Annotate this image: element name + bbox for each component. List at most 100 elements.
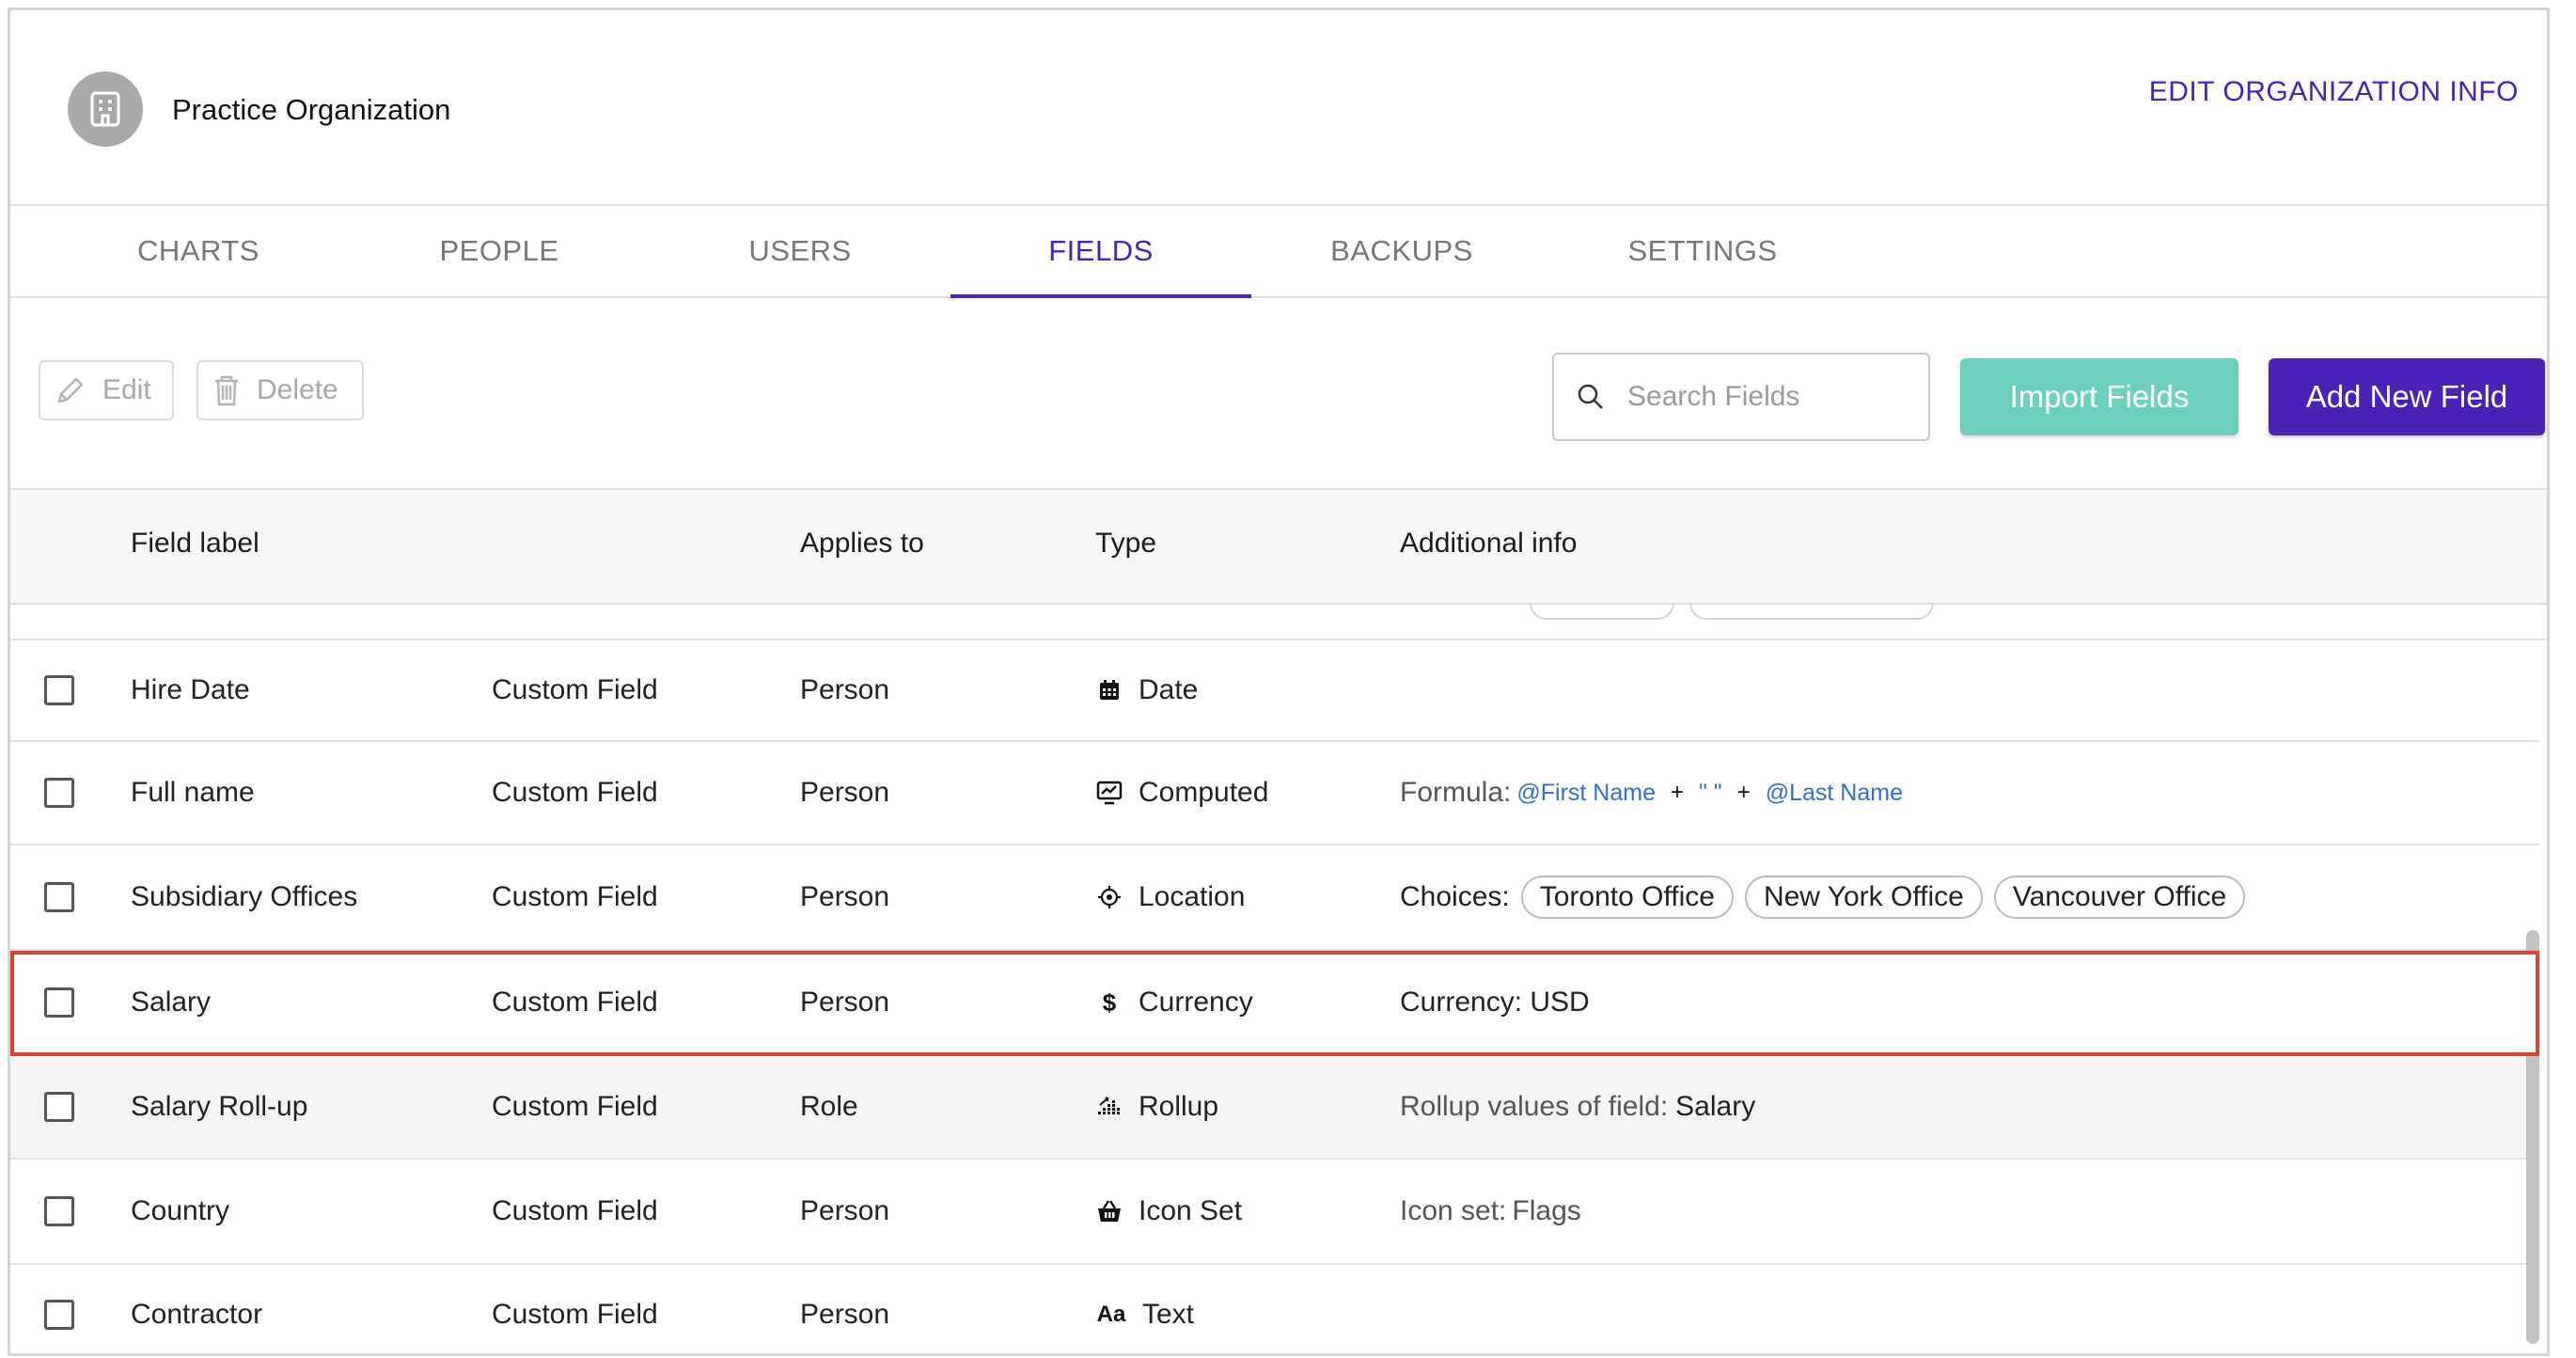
row-checkbox[interactable] bbox=[44, 1300, 74, 1330]
field-type-label: Computed bbox=[1139, 777, 1269, 808]
table-header: Field label Applies to Type Additional i… bbox=[10, 488, 2547, 605]
applies-to: Person bbox=[800, 1195, 890, 1226]
tab-fields[interactable]: FIELDS bbox=[950, 206, 1251, 298]
choice-chip: Vancouver Office bbox=[1993, 876, 2246, 919]
row-checkbox[interactable] bbox=[44, 1196, 74, 1226]
tab-backups[interactable]: BACKUPS bbox=[1330, 234, 1473, 267]
field-label: Salary Roll-up bbox=[131, 1091, 308, 1122]
delete-button-label: Delete bbox=[257, 374, 338, 405]
tab-settings[interactable]: SETTINGS bbox=[1627, 234, 1778, 267]
app-window: Practice Organization EDIT ORGANIZATION … bbox=[8, 8, 2550, 1356]
dollar-icon: $ bbox=[1102, 987, 1117, 1017]
table-row[interactable]: Hire Date Custom Field Person Date bbox=[10, 640, 2539, 742]
formula-token: @First Name bbox=[1516, 779, 1656, 806]
applies-to: Person bbox=[800, 674, 890, 705]
formula-operator: + bbox=[1736, 780, 1751, 805]
field-category: Custom Field bbox=[492, 674, 658, 705]
tab-people[interactable]: PEOPLE bbox=[439, 234, 559, 267]
table-row-highlighted[interactable]: Salary Custom Field Person $ Currency Cu… bbox=[10, 951, 2539, 1056]
additional-info: Choices: Toronto Office New York Office … bbox=[1400, 845, 2256, 949]
search-icon bbox=[1578, 384, 1603, 409]
tab-bar: CHARTS PEOPLE USERS FIELDS BACKUPS SETTI… bbox=[10, 206, 2547, 298]
header-type[interactable]: Type bbox=[1095, 528, 1157, 559]
computed-icon bbox=[1095, 781, 1123, 805]
edit-button[interactable]: Edit bbox=[39, 360, 174, 420]
additional-info: Currency: USD bbox=[1400, 987, 1590, 1018]
edit-organization-link[interactable]: EDIT ORGANIZATION INFO bbox=[2148, 76, 2519, 107]
trash-icon bbox=[215, 375, 238, 406]
import-fields-button[interactable]: Import Fields bbox=[1960, 358, 2238, 435]
field-category: Custom Field bbox=[492, 1091, 658, 1122]
table-row[interactable]: Country Custom Field Person Icon Set Ico… bbox=[10, 1160, 2539, 1265]
table-row[interactable]: Subsidiary Offices Custom Field Person L… bbox=[10, 845, 2539, 951]
org-name: Practice Organization bbox=[172, 93, 451, 126]
choice-chip: New York Office bbox=[1744, 876, 1983, 919]
applies-to: Person bbox=[800, 777, 890, 808]
row-checkbox[interactable] bbox=[44, 987, 74, 1018]
partial-row bbox=[10, 603, 2547, 640]
location-icon bbox=[1095, 885, 1123, 909]
row-checkbox[interactable] bbox=[44, 675, 74, 705]
header-applies-to[interactable]: Applies to bbox=[800, 528, 924, 559]
row-checkbox[interactable] bbox=[44, 778, 74, 808]
info-value: Flags bbox=[1512, 1195, 1581, 1226]
field-type: Computed bbox=[1095, 742, 1268, 844]
info-prefix: Icon set: bbox=[1400, 1195, 1507, 1226]
field-label: Country bbox=[131, 1195, 230, 1226]
table-row[interactable]: Full name Custom Field Person Computed F… bbox=[10, 742, 2539, 845]
info-value: Salary bbox=[1675, 1091, 1756, 1122]
formula-prefix: Formula: bbox=[1400, 777, 1512, 808]
applies-to: Person bbox=[800, 987, 890, 1018]
row-checkbox[interactable] bbox=[44, 882, 74, 912]
choice-chip: Toronto Office bbox=[1520, 876, 1734, 919]
tab-users[interactable]: USERS bbox=[748, 234, 852, 267]
org-header: Practice Organization EDIT ORGANIZATION … bbox=[10, 10, 2547, 206]
info-prefix: Rollup values of field: bbox=[1400, 1091, 1669, 1122]
choice-chip bbox=[1689, 603, 1934, 620]
field-label: Subsidiary Offices bbox=[131, 881, 358, 912]
edit-button-label: Edit bbox=[102, 374, 151, 405]
table-row[interactable]: Salary Roll-up Custom Field Role Rollup … bbox=[10, 1056, 2539, 1160]
search-input[interactable] bbox=[1626, 380, 1911, 414]
formula-operator: + bbox=[1670, 780, 1684, 805]
pencil-icon bbox=[57, 377, 84, 403]
field-category: Custom Field bbox=[492, 881, 658, 912]
field-category: Custom Field bbox=[492, 1299, 658, 1330]
field-label: Hire Date bbox=[131, 674, 250, 705]
row-checkbox[interactable] bbox=[44, 1092, 74, 1122]
field-label: Salary bbox=[131, 987, 212, 1018]
field-type: Date bbox=[1095, 640, 1198, 740]
additional-info: Rollup values of field: Salary bbox=[1400, 1056, 1755, 1158]
org-avatar bbox=[68, 71, 143, 147]
field-type: Rollup bbox=[1095, 1056, 1218, 1158]
field-type: Aa Text bbox=[1095, 1265, 1195, 1353]
field-category: Custom Field bbox=[492, 777, 658, 808]
text-icon: Aa bbox=[1096, 1302, 1126, 1327]
search-box bbox=[1552, 353, 1930, 441]
applies-to: Person bbox=[800, 881, 890, 912]
additional-info: Formula: @First Name + " " + @Last Name bbox=[1400, 742, 1903, 844]
header-field-label[interactable]: Field label bbox=[131, 528, 259, 559]
add-new-field-button[interactable]: Add New Field bbox=[2269, 358, 2545, 435]
calendar-icon bbox=[1095, 679, 1123, 702]
toolbar: Edit Delete Import Fields Add New Field bbox=[10, 298, 2547, 486]
field-label: Contractor bbox=[131, 1299, 263, 1330]
formula-token: " " bbox=[1698, 779, 1722, 806]
choice-chip bbox=[1530, 603, 1674, 620]
tab-charts[interactable]: CHARTS bbox=[137, 234, 259, 267]
field-type-label: Icon Set bbox=[1139, 1195, 1243, 1226]
header-additional-info[interactable]: Additional info bbox=[1400, 528, 1578, 559]
additional-info: Icon set: Flags bbox=[1400, 1160, 1581, 1263]
field-type-label: Currency bbox=[1139, 987, 1253, 1018]
field-type: Icon Set bbox=[1095, 1160, 1242, 1263]
table-row[interactable]: Contractor Custom Field Person Aa Text bbox=[10, 1265, 2539, 1353]
field-type-label: Text bbox=[1142, 1299, 1195, 1330]
rollup-icon bbox=[1095, 1095, 1123, 1119]
building-icon bbox=[90, 91, 120, 127]
field-category: Custom Field bbox=[492, 1195, 658, 1226]
field-type-label: Date bbox=[1139, 674, 1199, 705]
delete-button[interactable]: Delete bbox=[196, 360, 364, 420]
field-type: $ Currency bbox=[1095, 951, 1253, 1054]
basket-icon bbox=[1095, 1199, 1123, 1224]
field-type: Location bbox=[1095, 845, 1245, 949]
